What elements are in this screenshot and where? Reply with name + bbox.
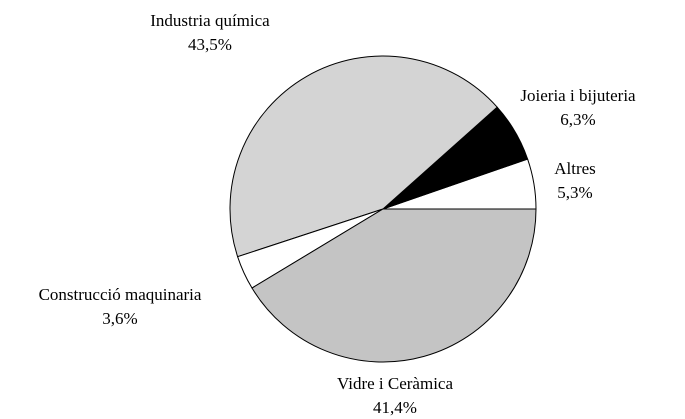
slice-value-label: 41,4% [373,398,417,417]
slice-label: Construcció maquinaria [39,285,202,304]
pie-slice [251,208,537,363]
pie-slice [229,55,498,258]
slice-value-label: 6,3% [560,110,595,129]
slice-label: Joieria i bijuteria [520,86,636,105]
slice-label: Altres [554,159,596,178]
slice-label: Vidre i Ceràmica [337,374,453,393]
slice-value-label: 43,5% [188,35,232,54]
slice-value-label: 3,6% [102,309,137,328]
slice-label: Industria química [150,11,270,30]
slice-value-label: 5,3% [557,183,592,202]
